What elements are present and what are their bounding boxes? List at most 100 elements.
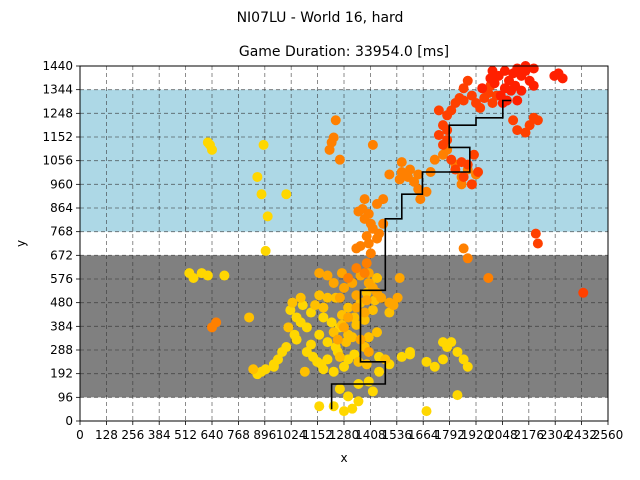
data-point-light-orange [339,322,349,333]
y-tick-label: 384 [50,319,73,333]
data-point-yellow [322,337,333,348]
data-point-gold [328,327,339,338]
data-point-yellow [252,171,263,182]
data-point-red-orange [530,228,541,239]
x-tick-label: 2048 [487,428,518,442]
data-point-gold [367,305,378,316]
data-point-yellow [349,349,360,360]
data-point-yellow [328,366,339,377]
y-axis: 0 96 192 288 384 480 576 672 768 864 960 1056 1152 12… [42,59,80,428]
data-point-orange [211,317,222,328]
data-point-orange [351,243,362,254]
trajectory-path [330,99,512,410]
data-point-red-orange [524,120,535,131]
data-point-yellow [462,361,473,372]
data-point-yellow [289,329,300,340]
data-point-gold [351,319,362,330]
x-tick-label: 1152 [302,428,333,442]
x-tick-label: 128 [95,428,118,442]
data-point-gold [287,297,298,308]
data-point-orange [394,174,405,185]
data-point-light-orange [332,334,343,345]
figure-suptitle: NI07LU - World 16, hard [237,10,404,26]
data-point-orange [351,263,362,274]
data-point-yellow [405,346,415,357]
data-point-yellow [318,364,329,375]
data-point-red-orange [433,105,444,116]
data-point-red-orange [475,102,486,113]
data-point-yellow [452,390,463,401]
data-point-yellow [314,401,325,412]
data-point-red [499,65,510,76]
data-point-orange [421,186,432,197]
x-tick-label: 1664 [408,428,439,442]
x-tick-label: 768 [227,428,250,442]
y-tick-label: 1152 [42,130,73,144]
x-tick-label: 1024 [276,428,307,442]
chart-title: Game Duration: 33954.0 [ms] [239,44,449,60]
x-tick-label: 1408 [355,428,386,442]
data-point-yellow [326,317,337,328]
y-tick-label: 192 [50,367,73,381]
data-point-gold [314,290,325,301]
data-point-yellow [258,139,269,150]
data-point-yellow [421,406,432,417]
data-point-gold [359,314,370,325]
data-point-yellow [438,337,448,348]
data-point-red-orange [578,287,589,298]
data-point-light-orange [351,302,362,313]
data-point-gold [347,332,358,343]
data-point-red-orange [433,130,444,141]
data-point-light-orange [322,270,333,281]
data-point-orange [328,132,339,143]
data-point-yellow [429,361,440,372]
data-point-gold [322,292,333,303]
data-point-orange [462,253,473,264]
data-point-yellow [339,406,349,417]
data-point-red-orange [532,115,543,126]
data-point-yellow [458,354,469,365]
data-point-orange [334,154,345,165]
data-point-light-orange [339,282,349,293]
data-point-orange [365,248,376,259]
data-point-gold [295,292,306,303]
data-point-light-orange [388,300,399,311]
x-tick-label: 512 [174,428,197,442]
data-point-red [477,83,488,94]
data-point-orange [409,176,420,187]
data-point-orange [384,169,395,180]
data-point-light-orange [328,277,339,288]
data-point-yellow [334,383,345,394]
data-point-red-orange [487,97,498,108]
y-tick-label: 96 [58,390,73,404]
data-point-red-orange [532,238,543,249]
data-point-yellow [347,403,358,414]
data-point-red-orange [458,83,469,94]
data-point-orange [359,194,370,205]
data-point-light-orange [361,295,372,306]
data-point-yellow [202,137,213,148]
y-tick-label: 288 [50,343,73,357]
data-point-light-orange [359,307,370,318]
data-point-yellow [328,401,339,412]
data-point-light-orange [314,268,325,279]
data-point-orange [353,206,364,217]
data-point-gold [299,366,310,377]
data-point-red-orange [438,139,448,150]
y-tick-label: 480 [50,296,73,310]
plot-area [79,61,609,422]
data-point-light-orange [363,346,374,357]
data-point-orange [343,273,354,284]
data-point-orange [413,169,424,180]
path-layer [330,99,512,410]
data-point-yellow [339,361,349,372]
data-point-orange [405,164,415,175]
y-tick-label: 576 [50,272,73,286]
data-point-red-orange [462,159,473,170]
data-point-gold [244,312,255,323]
data-point-orange [415,194,426,205]
x-tick-label: 2304 [540,428,571,442]
x-tick-label: 2560 [593,428,624,442]
y-tick-label: 768 [50,225,73,239]
